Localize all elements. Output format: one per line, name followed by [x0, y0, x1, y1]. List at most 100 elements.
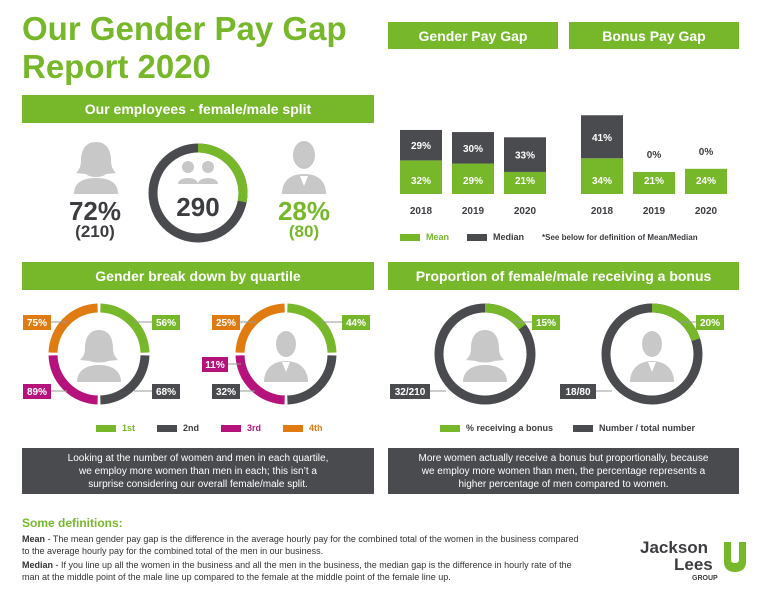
legend-receiving-swatch [440, 424, 460, 432]
bar-mean-1-2020 [685, 168, 727, 194]
label-female-bonus-count-box [390, 384, 430, 399]
label-male-3rd: 11% [205, 360, 225, 371]
quartile-female-icon-head [80, 330, 118, 363]
label-male-bonus-pct: 20% [700, 318, 720, 329]
label-male-bonus-count-box [560, 384, 596, 399]
male-pct: 28% [277, 196, 331, 226]
quartile-male-icon [264, 331, 308, 382]
legend-note: *See below for definition of Mean/Median [542, 232, 698, 242]
label-male-bonus-count: 18/80 [565, 387, 590, 398]
quartile-note: Looking at the number of women and men i… [22, 448, 374, 494]
bonus-legend: % receiving a bonus Number / total numbe… [440, 423, 695, 433]
quartile-arc-female-3rd [48, 355, 98, 405]
label-male-1st: 44% [346, 318, 366, 329]
label-mean-1-2020: 24% [696, 176, 716, 187]
page-title: Our Gender Pay Gap Report 2020 [22, 10, 347, 85]
label-male-2nd-box [212, 384, 240, 399]
female-count: (210) [75, 222, 115, 241]
legend-mean: Mean [400, 232, 449, 242]
label-female-4th: 75% [27, 318, 47, 329]
employees-header: Our employees - female/male split [22, 95, 374, 123]
bar-median-0-2019 [452, 132, 494, 164]
label-female-2nd: 68% [156, 387, 176, 398]
total-employees: 290 [176, 192, 219, 222]
legend-q4-swatch [283, 424, 304, 432]
quartile-arc-male-3rd [235, 355, 285, 405]
label-median-0-2020: 33% [515, 151, 535, 162]
quartile-arc-male-1st [287, 303, 337, 353]
bar-mean-1-2019 [633, 171, 675, 194]
quartile-header: Gender break down by quartile [22, 262, 374, 290]
quartile-legend: 1st 2nd 3rd 4th [96, 423, 323, 433]
male-icon [282, 141, 326, 194]
bonus-arc-female [484, 303, 526, 330]
legend-number-swatch [573, 424, 594, 432]
quartile-female-icon [77, 330, 121, 382]
bar-mean-1-2018 [581, 158, 623, 194]
label-female-bonus-pct: 15% [536, 318, 556, 329]
bonus-male-icon-head [642, 331, 662, 357]
label-median-1-2018: 41% [592, 133, 612, 144]
definition-mean: Mean - The mean gender pay gap is the di… [22, 534, 579, 556]
label-mean-0-2018: 32% [411, 176, 431, 187]
legend-q2-swatch [157, 424, 178, 432]
bonus-male-icon [630, 331, 674, 382]
label-female-1st: 56% [156, 318, 176, 329]
legend-q1-swatch [96, 424, 116, 432]
label-male-1st-box [342, 315, 370, 330]
male-count: (80) [288, 222, 320, 241]
legend-q2: 2nd [157, 423, 199, 433]
label-female-bonus-pct-box [532, 315, 560, 330]
label-mean-0-2019: 29% [463, 176, 483, 187]
legend-q3: 3rd [221, 423, 261, 433]
bonus-male-icon-tie [648, 362, 656, 372]
label-median-0-2019: 30% [463, 144, 483, 155]
label-female-4th-box [23, 315, 51, 330]
legend-number: Number / total number [573, 423, 695, 433]
female-pct: 72% [68, 196, 122, 226]
quartile-arc-male-2nd [287, 355, 337, 405]
legend-median-swatch [467, 233, 488, 241]
tick-0-2020: 2020 [514, 206, 537, 217]
bonus-female-icon-head [466, 330, 504, 363]
label-female-2nd-box [152, 384, 180, 399]
legend-q1: 1st [96, 423, 135, 433]
legend-q4: 4th [283, 423, 323, 433]
label-female-1st-box [152, 315, 180, 330]
people-icon [178, 161, 218, 184]
legend-median: Median [467, 232, 524, 242]
tick-1-2018: 2018 [591, 206, 614, 217]
quartile-male-icon-head [276, 331, 296, 357]
bar-median-0-2018 [400, 129, 442, 161]
bar-mean-0-2020 [504, 171, 546, 194]
label-male-3rd-box [202, 357, 228, 372]
legend-receiving: % receiving a bonus [440, 423, 553, 433]
label-median-0-2018: 29% [411, 141, 431, 152]
quartile-arc-female-2nd [100, 355, 150, 405]
label-median-1-2020: 0% [699, 147, 714, 158]
quartile-female-icon-body [77, 365, 121, 382]
tick-0-2019: 2019 [462, 206, 485, 217]
bar-median-1-2018 [581, 115, 623, 159]
pay-gap-header: Gender Pay Gap [388, 22, 558, 49]
label-median-1-2019: 0% [647, 150, 662, 161]
label-male-bonus-pct-box [696, 315, 724, 330]
quartile-arc-female-1st [100, 303, 150, 353]
quartile-donuts: 75% 56% 89% 68% 25% 44% 11% 32% [23, 303, 370, 405]
bar-mean-0-2019 [452, 163, 494, 194]
bonus-female-icon-body [463, 365, 507, 382]
label-male-2nd: 32% [216, 387, 236, 398]
legend-q3-swatch [221, 424, 242, 432]
jackson-lees-logo: Jackson Lees GROUP [640, 538, 752, 590]
bar-median-0-2020 [504, 137, 546, 172]
bonus-arc-male [651, 303, 701, 342]
bonus-proportion-header: Proportion of female/male receiving a bo… [388, 262, 739, 290]
definitions-heading: Some definitions: [22, 516, 123, 530]
bar-mean-0-2018 [400, 160, 442, 194]
logo-mark [724, 542, 746, 572]
label-female-3rd-box [23, 384, 51, 399]
pay-gap-bar-charts: 32% 29% 2018 29% 30% 2019 21% 33% 2020 34% 41% 2018… [400, 115, 727, 217]
label-male-4th: 25% [216, 318, 236, 329]
label-mean-1-2019: 21% [644, 176, 664, 187]
bonus-gap-header: Bonus Pay Gap [569, 22, 739, 49]
